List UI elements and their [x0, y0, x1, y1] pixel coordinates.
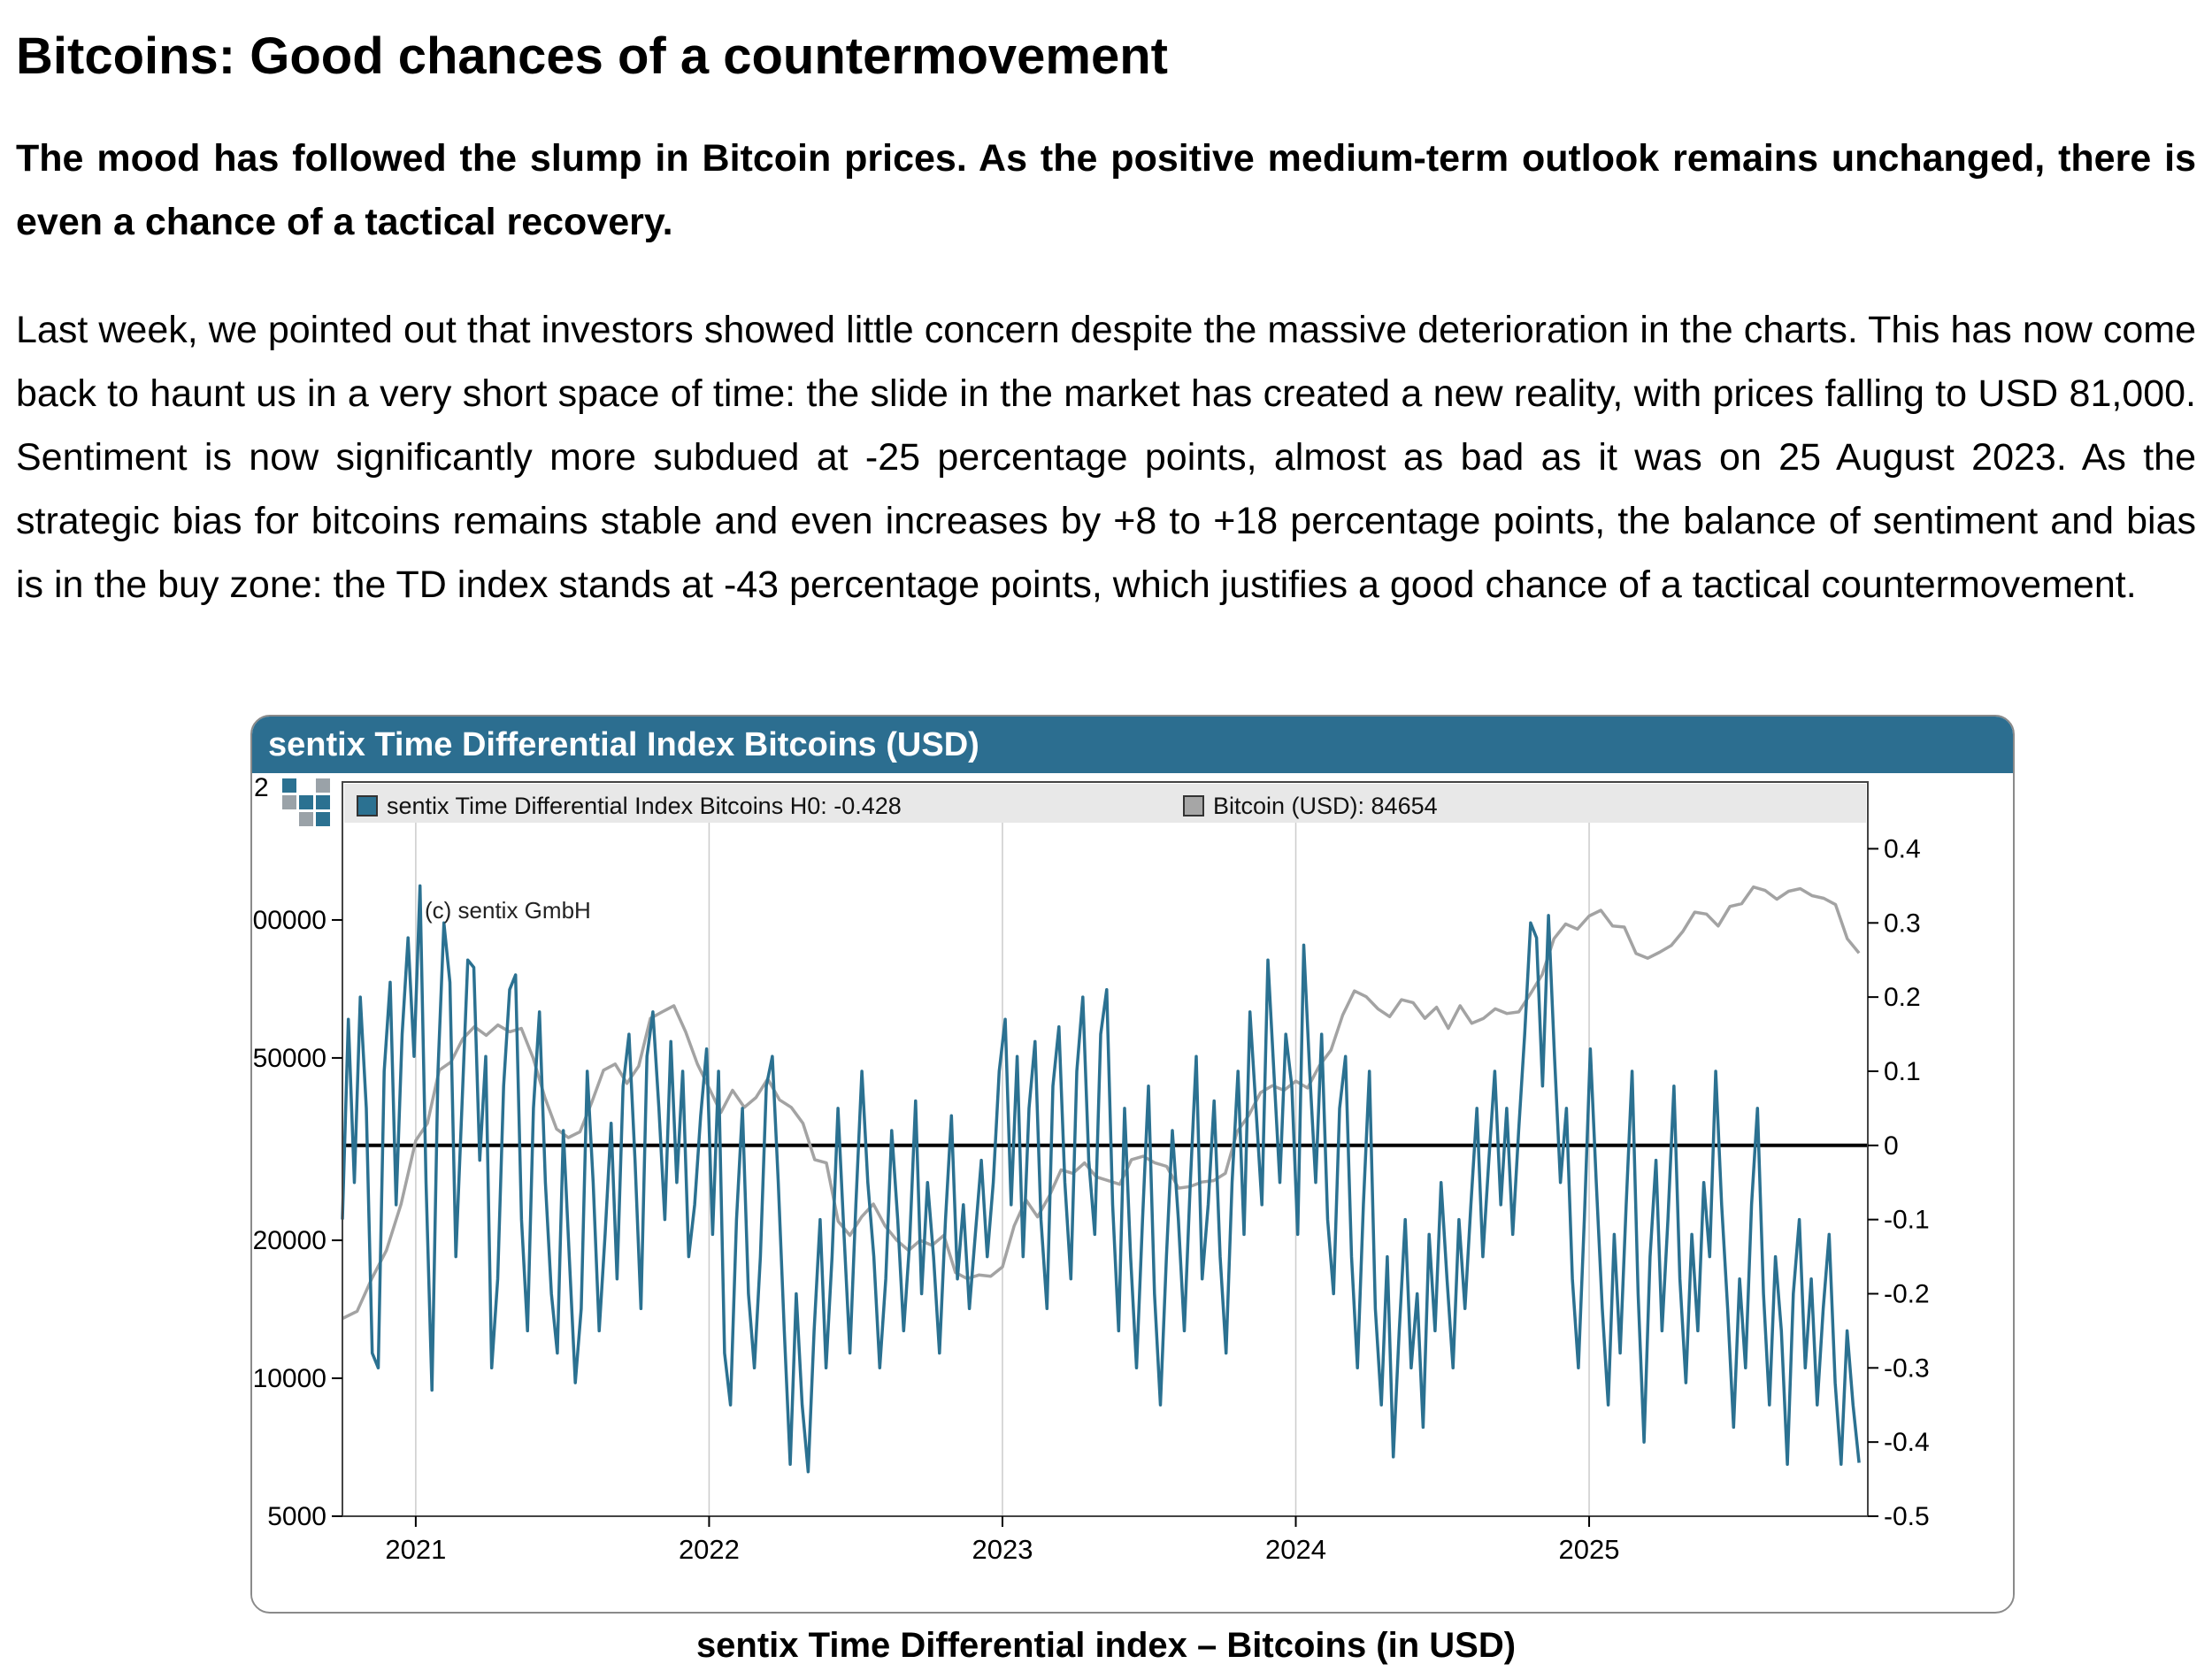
right-axis-tick-label: -0.1	[1884, 1206, 1930, 1235]
chart-copyright: (c) sentix GmbH	[425, 897, 591, 924]
plot-border	[342, 781, 1869, 1517]
logo-square	[299, 778, 313, 793]
left-axis-tick-label: 50000	[253, 1044, 326, 1073]
left-axis-tick-label: 5000	[267, 1502, 326, 1531]
logo-square	[316, 812, 330, 826]
legend-swatch-td-icon	[357, 795, 378, 816]
right-axis-tick-label: 0.2	[1884, 983, 1921, 1012]
legend-strip	[344, 784, 1866, 823]
x-axis-tick-label: 2024	[1265, 1534, 1326, 1565]
right-axis-tick-label: 0.1	[1884, 1057, 1921, 1086]
logo-square	[316, 778, 330, 793]
left-axis-tick-label: 20000	[253, 1226, 326, 1255]
left-axis-tick-label: 00000	[253, 906, 326, 935]
legend-label-td: sentix Time Differential Index Bitcoins …	[387, 793, 902, 819]
left-axis-clipped-label: 2	[254, 773, 269, 802]
logo-square	[316, 795, 330, 809]
right-axis-tick-label: -0.2	[1884, 1279, 1930, 1308]
sentix-logo-icon	[282, 778, 330, 826]
right-axis-tick-label: -0.5	[1884, 1502, 1930, 1531]
td-series-line	[341, 884, 1861, 1474]
chart-body: 00000 50000 20000 10000 5000 0.4 0.3 0.2 0.1 0 -0.…	[252, 773, 2013, 1610]
left-axis-tick-label: 10000	[253, 1364, 326, 1393]
right-axis-tick-label: -0.3	[1884, 1353, 1930, 1383]
chart-panel: sentix Time Differential Index Bitcoins …	[250, 715, 2015, 1614]
x-axis-tick-label: 2021	[385, 1534, 446, 1565]
logo-square	[282, 812, 296, 826]
chart-caption: sentix Time Differential index – Bitcoin…	[695, 1626, 1517, 1665]
x-axis-tick-label: 2022	[679, 1534, 740, 1565]
document-page: Bitcoins: Good chances of a countermovem…	[0, 0, 2212, 617]
x-axis-tick-label: 2023	[972, 1534, 1033, 1565]
page-title: Bitcoins: Good chances of a countermovem…	[16, 27, 1168, 85]
right-axis-tick-label: 0.4	[1884, 834, 1921, 863]
right-axis-tick-label: 0.3	[1884, 908, 1921, 938]
legend-swatch-bitcoin-icon	[1183, 795, 1204, 816]
right-axis-tick-label: -0.4	[1884, 1428, 1930, 1457]
right-axis-tick-label: 0	[1884, 1131, 1899, 1161]
btc-series-line	[342, 885, 1861, 1321]
legend-item-bitcoin: Bitcoin (USD): 84654	[1183, 793, 1438, 820]
body-paragraph: Last week, we pointed out that investors…	[16, 309, 2196, 606]
plot-background	[342, 782, 1868, 1516]
x-axis-tick-label: 2025	[1559, 1534, 1620, 1565]
logo-square	[299, 795, 313, 809]
logo-square	[282, 778, 296, 793]
chart-header: sentix Time Differential Index Bitcoins …	[252, 717, 2013, 773]
chart-plot: 00000 50000 20000 10000 5000 0.4 0.3 0.2 0.1 0 -0.…	[253, 781, 1930, 1565]
legend-item-td-index: sentix Time Differential Index Bitcoins …	[357, 793, 902, 820]
chart-title: sentix Time Differential Index Bitcoins …	[268, 725, 979, 763]
logo-square	[282, 795, 296, 809]
logo-square	[299, 812, 313, 826]
legend-label-bitcoin: Bitcoin (USD): 84654	[1213, 793, 1438, 819]
intro-paragraph: The mood has followed the slump in Bitco…	[16, 137, 2196, 243]
